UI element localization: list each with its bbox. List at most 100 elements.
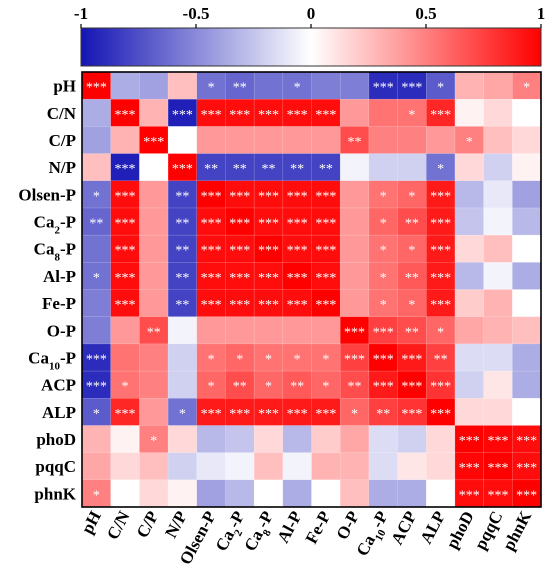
significance-label: ** xyxy=(261,162,275,177)
significance-label: * xyxy=(122,380,129,395)
significance-label: *** xyxy=(430,298,451,313)
heatmap-cell xyxy=(454,370,485,399)
significance-label: *** xyxy=(287,217,308,232)
significance-label: * xyxy=(208,380,215,395)
significance-label: *** xyxy=(229,108,250,123)
heatmap-cell xyxy=(196,126,226,155)
significance-label: * xyxy=(265,352,272,367)
heatmap-cell xyxy=(139,71,169,100)
heatmap-cell xyxy=(339,316,370,345)
heatmap-cell xyxy=(282,343,313,372)
heatmap-cell xyxy=(110,370,140,399)
label-subscript: 2 xyxy=(232,527,245,538)
heatmap-cell xyxy=(426,343,456,372)
heatmap-cell xyxy=(368,153,399,182)
heatmap-cell xyxy=(368,126,399,155)
heatmap-cell xyxy=(225,153,255,182)
heatmap-cell xyxy=(426,98,456,127)
heatmap-cell xyxy=(81,425,112,454)
heatmap-cell xyxy=(110,234,140,263)
label-text: ALP xyxy=(42,403,76,422)
heatmap-cell xyxy=(196,98,226,127)
heatmap-cell xyxy=(253,425,284,454)
significance-label: *** xyxy=(258,271,279,286)
significance-label: *** xyxy=(115,189,136,204)
heatmap-cell xyxy=(110,180,140,209)
heatmap-cell xyxy=(167,207,198,236)
significance-label: ** xyxy=(175,189,189,204)
significance-label: *** xyxy=(229,271,250,286)
heatmap-cell xyxy=(368,180,399,209)
heatmap-cell xyxy=(81,398,112,426)
heatmap-cell xyxy=(454,452,485,481)
significance-label: *** xyxy=(115,217,136,232)
heatmap-cell xyxy=(512,316,542,345)
significance-label: * xyxy=(380,244,387,259)
label-text: Fe-P xyxy=(302,508,335,547)
heatmap-cell xyxy=(426,479,456,508)
label-text: Ca xyxy=(34,213,55,232)
heatmap-cell xyxy=(311,71,341,100)
heatmap-cell xyxy=(397,479,427,508)
heatmap-cell xyxy=(397,126,427,155)
significance-label: *** xyxy=(430,380,451,395)
heatmap-cell xyxy=(426,71,456,100)
heatmap-cell xyxy=(483,370,513,399)
heatmap-cell xyxy=(339,452,370,481)
significance-label: *** xyxy=(201,244,222,259)
label-suffix: -P xyxy=(60,240,76,259)
heatmap-cell xyxy=(81,452,112,481)
significance-label: *** xyxy=(229,407,250,422)
matrix-frame xyxy=(81,71,542,508)
label-text: C/N xyxy=(103,507,134,542)
heatmap-cell xyxy=(397,98,427,127)
heatmap-cell xyxy=(339,98,370,127)
significance-label: * xyxy=(437,81,444,96)
heatmap-cell xyxy=(311,479,341,508)
heatmap-cell xyxy=(196,452,226,481)
row-label: phnK xyxy=(34,484,76,503)
heatmap-cell xyxy=(339,425,370,454)
significance-label: *** xyxy=(229,217,250,232)
heatmap-cell xyxy=(167,71,198,100)
label-suffix: -P xyxy=(367,508,391,531)
significance-label: *** xyxy=(115,298,136,313)
label-suffix: -P xyxy=(224,508,248,531)
heatmap-cell xyxy=(512,425,542,454)
significance-label: ** xyxy=(348,135,362,150)
significance-label: *** xyxy=(516,434,537,449)
heatmap-cell xyxy=(311,180,341,209)
column-label: ACP xyxy=(387,508,420,548)
colorbar: -1 -0.5 0 0.5 1 xyxy=(74,4,545,67)
heatmap-cell xyxy=(139,180,169,209)
label-text: Al-P xyxy=(273,508,305,546)
row-label: C/N xyxy=(47,104,77,123)
significance-label: *** xyxy=(401,81,422,96)
heatmap-cell xyxy=(483,98,513,127)
heatmap-cell xyxy=(110,262,140,291)
significance-label: *** xyxy=(287,108,308,123)
heatmap-cell xyxy=(512,370,542,399)
heatmap-cell xyxy=(196,479,226,508)
heatmap-cell xyxy=(196,343,226,372)
heatmap-cell xyxy=(282,452,313,481)
label-suffix: -P xyxy=(60,213,76,232)
heatmap-cell xyxy=(225,98,255,127)
column-label: Ca10-P xyxy=(353,508,397,561)
heatmap-cell xyxy=(139,153,169,182)
heatmap-cell xyxy=(282,425,313,454)
heatmap-cell xyxy=(225,398,255,426)
label-text: N/P xyxy=(49,158,76,177)
heatmap-cell xyxy=(454,234,485,263)
heatmap-cell xyxy=(454,479,485,508)
significance-label: *** xyxy=(315,244,336,259)
heatmap-cell xyxy=(167,234,198,263)
label-text: O-P xyxy=(47,321,76,340)
significance-label: *** xyxy=(143,135,164,150)
heatmap-cell xyxy=(512,153,542,182)
heatmap-cell xyxy=(311,452,341,481)
heatmap-cell xyxy=(454,207,485,236)
column-label: C/P xyxy=(133,508,163,541)
significance-label: *** xyxy=(344,352,365,367)
heatmap-cell xyxy=(368,316,399,345)
